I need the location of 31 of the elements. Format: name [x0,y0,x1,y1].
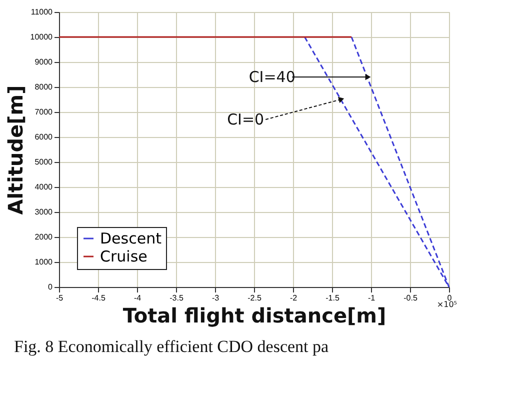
y-tick-label: 11000 [30,8,54,16]
y-tick-label: 0 [48,282,54,292]
y-axis-title: Altitude[m] [3,85,28,215]
y-tick-label: 1000 [34,258,54,266]
x-tick-label: -4.5 [92,294,106,302]
y-tick-label: 5000 [34,158,54,166]
annotation: CI=0 [227,110,264,128]
x-tick-label: -2 [290,294,298,302]
y-tick-label: 2000 [34,232,54,242]
caption: Fig. 8 Economically efficient CDO descent pa [14,337,330,356]
text: ×10⁵ [436,300,457,309]
x-tick-label: -3 [212,294,220,302]
x-tick-label: 0 [447,294,452,302]
y-tick-label: 10000 [30,32,54,42]
x-tick-label: -3.5 [170,294,184,302]
x-axis-title: Total flight distance[m] [122,304,386,328]
x-tick-label: -0.5 [404,294,418,302]
y-tick-label: 9000 [34,58,54,66]
legend-label: Descent [100,230,162,248]
y-tick-label: 7000 [34,108,54,116]
x-tick-label: -5 [56,294,64,302]
legend-label: Cruise [100,248,148,266]
annotation: CI=40 [248,68,296,86]
y-tick-label: 4000 [34,182,54,192]
y-tick-label: 8000 [34,82,54,92]
x-tick-label: -4 [134,294,142,302]
x-tick-label: -1.5 [326,294,340,302]
y-tick-label: 6000 [34,132,54,142]
x-tick-label: -1 [368,294,376,302]
x-tick-label: -2.5 [248,294,262,302]
y-tick-label: 3000 [34,208,54,216]
